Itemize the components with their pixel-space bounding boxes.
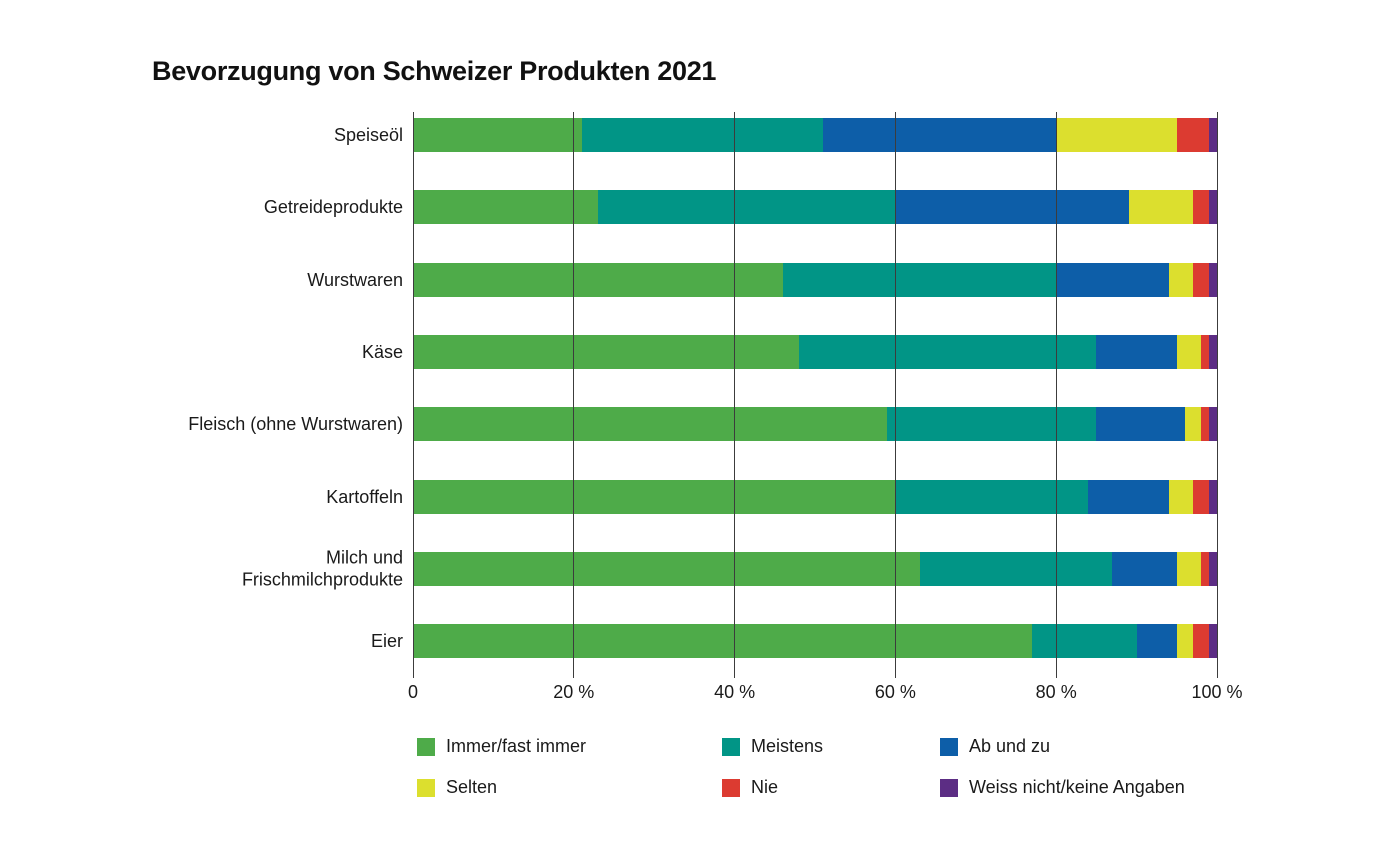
- bar-segment: [1208, 407, 1217, 442]
- bar-segment: [1168, 262, 1193, 297]
- bar-segment: [1096, 407, 1185, 442]
- gridline-40: [734, 112, 736, 678]
- gridline-20: [573, 112, 575, 678]
- legend-label: Immer/fast immer: [446, 736, 587, 756]
- legend-item: Weiss nicht/keine Angaben: [940, 777, 1185, 798]
- bar-segment: [413, 118, 582, 152]
- bar-row-6: [413, 479, 1217, 514]
- bar-segment: [1056, 118, 1177, 152]
- bar-row-2: [413, 190, 1217, 225]
- bar-segment: [1136, 624, 1177, 659]
- gridline-0: [412, 112, 414, 678]
- bar-segment: [1208, 479, 1217, 514]
- row-label: Speiseöl: [333, 124, 403, 145]
- legend-label: Meistens: [751, 736, 824, 756]
- legend-swatch: [417, 778, 435, 797]
- legend-item: Meistens: [722, 736, 823, 757]
- bar-segment: [1176, 334, 1201, 369]
- gridline-60: [894, 112, 896, 678]
- chart-title: Bevorzugung von Schweizer Produkten 2021: [152, 56, 717, 86]
- legend-item: Immer/fast immer: [417, 736, 586, 757]
- bar-row-8: [413, 624, 1217, 659]
- bar-segment: [1088, 479, 1169, 514]
- legend-item: Nie: [722, 777, 778, 798]
- x-tick-label: 100 %: [1191, 682, 1243, 702]
- bar-segment: [1056, 262, 1169, 297]
- legend-swatch: [722, 778, 740, 797]
- bar-segment: [1208, 334, 1217, 369]
- bar-segment: [413, 479, 896, 514]
- x-tick-label: 20 %: [553, 682, 595, 702]
- bar-segment: [1192, 624, 1209, 659]
- row-label: Wurstwaren: [307, 269, 403, 290]
- legend-swatch: [417, 737, 435, 756]
- bar-row-3: [413, 262, 1217, 297]
- gridline-80: [1055, 112, 1057, 678]
- bar-segment: [1112, 551, 1177, 586]
- legend-label: Selten: [446, 777, 498, 797]
- gridline-100: [1216, 112, 1218, 678]
- legend-label: Weiss nicht/keine Angaben: [969, 777, 1185, 797]
- plot-area: [412, 112, 1218, 678]
- bar-segment: [1032, 624, 1137, 659]
- row-label: Milch und Frischmilchprodukte: [241, 547, 403, 590]
- bar-segment: [413, 262, 783, 297]
- bar-row-4: [413, 334, 1217, 369]
- bar-segment: [413, 190, 598, 225]
- bar-segment: [1200, 334, 1209, 369]
- legend-label: Ab und zu: [969, 736, 1051, 756]
- bar-segment: [413, 551, 920, 586]
- bar-segment: [1208, 551, 1217, 586]
- bar-segment: [895, 190, 1129, 225]
- bar-segment: [1176, 624, 1193, 659]
- bar-segment: [1208, 118, 1217, 152]
- bar-row-7: [413, 551, 1217, 586]
- legend-swatch: [940, 778, 958, 797]
- bar-segment: [782, 262, 1057, 297]
- bar-segment: [1192, 190, 1209, 225]
- legend-item: Ab und zu: [940, 736, 1050, 757]
- row-label: Fleisch (ohne Wurstwaren): [188, 413, 403, 434]
- x-tick-label: 80 %: [1035, 682, 1077, 702]
- bar-segment: [1208, 190, 1217, 225]
- legend-swatch: [722, 737, 740, 756]
- bar-segment: [1184, 407, 1201, 442]
- bar-segment: [597, 190, 896, 225]
- x-tick-label: 60 %: [874, 682, 916, 702]
- row-label: Kartoffeln: [326, 486, 403, 507]
- x-tick-label: 40 %: [714, 682, 756, 702]
- x-tick-label: 0: [407, 682, 418, 702]
- bar-row-5: [413, 407, 1217, 442]
- bar-segment: [1192, 479, 1209, 514]
- bar-segment: [895, 479, 1089, 514]
- bar-segment: [887, 407, 1097, 442]
- bar-segment: [413, 624, 1033, 659]
- row-label: Käse: [361, 341, 403, 362]
- bar-segment: [798, 334, 1097, 369]
- bar-segment: [581, 118, 824, 152]
- bar-segment: [919, 551, 1113, 586]
- bar-row-1: [413, 118, 1217, 152]
- bar-segment: [823, 118, 1057, 152]
- bar-segment: [1168, 479, 1193, 514]
- bar-segment: [1176, 551, 1201, 586]
- bar-segment: [1208, 624, 1217, 659]
- legend-swatch: [940, 737, 958, 756]
- bar-segment: [1176, 118, 1209, 152]
- bar-segment: [1192, 262, 1209, 297]
- bar-segment: [413, 407, 888, 442]
- bar-segment: [1208, 262, 1217, 297]
- bar-segment: [1200, 407, 1209, 442]
- row-label: Eier: [370, 630, 403, 651]
- legend-label: Nie: [751, 777, 779, 797]
- legend-item: Selten: [417, 777, 497, 798]
- bar-segment: [1096, 334, 1177, 369]
- bar-segment: [1128, 190, 1193, 225]
- bar-segment: [1200, 551, 1209, 586]
- bar-segment: [413, 334, 799, 369]
- row-label: Getreideprodukte: [263, 197, 403, 218]
